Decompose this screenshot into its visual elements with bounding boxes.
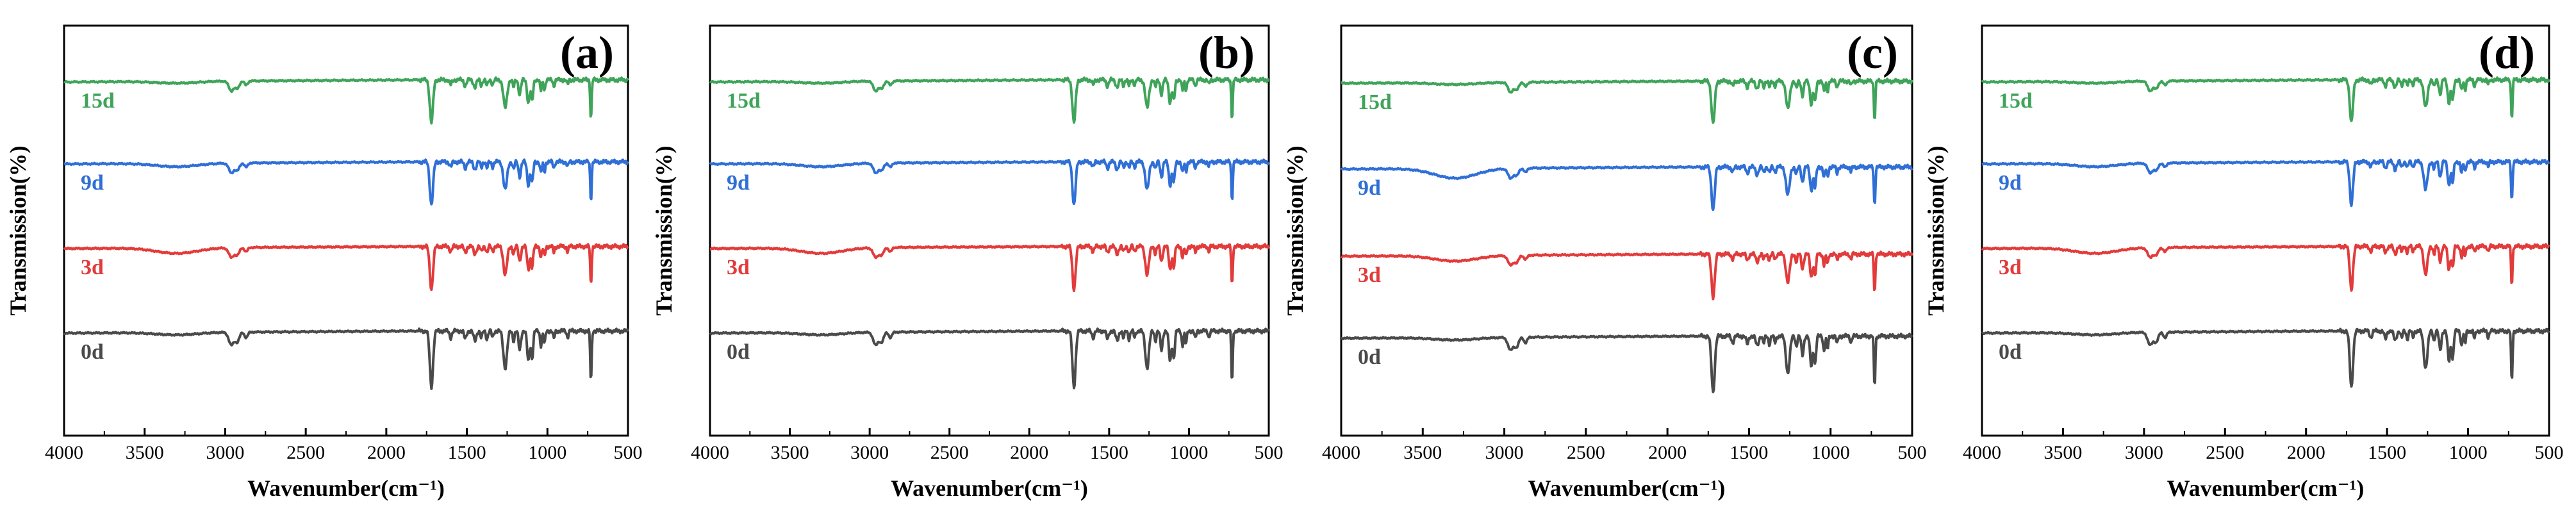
x-tick-label: 1500 [2368,442,2406,463]
series-label-15d: 15d [1999,89,2033,113]
x-tick-label: 1000 [528,442,566,463]
x-tick-label: 4000 [1963,442,2001,463]
panel-label: (d) [2479,27,2535,78]
panel-label: (b) [1198,27,1255,78]
series-line-15d [1981,76,2550,122]
series-label-3d: 3d [81,256,104,279]
x-tick-label: 1000 [1169,442,1208,463]
series-line-3d [709,243,1270,292]
series-line-15d [709,76,1269,124]
series-line-15d [63,76,629,125]
x-axis-title: Wavenumber(cm⁻¹) [247,475,445,501]
series-label-15d: 15d [1358,90,1392,114]
series-label-0d: 0d [727,340,750,364]
x-tick-label: 3000 [1485,442,1524,463]
x-tick-label: 500 [1255,442,1284,463]
series-line-0d [63,327,629,390]
x-tick-label: 3500 [126,442,164,463]
x-tick-label: 4000 [45,442,83,463]
x-tick-label: 1500 [448,442,486,463]
panel-label: (c) [1847,27,1898,78]
series-label-0d: 0d [1999,340,2022,364]
chart-panel-c: 4000 3500 3000 2500 2000 1500 1000 500 Wavenumbe… [1282,24,1927,501]
series-line-3d [1340,250,1913,300]
x-tick-label: 2000 [367,442,406,463]
y-axis-title: Transmission(%) [1923,145,1949,315]
x-tick-label: 2000 [2287,442,2325,463]
x-tick-label: 2500 [286,442,325,463]
series-label-9d: 9d [1999,171,2022,195]
x-tick-label: 3000 [206,442,244,463]
series-label-3d: 3d [1358,263,1381,287]
series-line-9d [1340,163,1913,211]
x-tick-label: 3000 [850,442,889,463]
series-line-9d [1981,158,2550,208]
series-label-0d: 0d [1358,345,1381,369]
x-tick-label: 3000 [2125,442,2163,463]
x-tick-label: 2500 [2206,442,2244,463]
series-label-3d: 3d [727,256,750,279]
x-tick-label: 1000 [2449,442,2488,463]
chart-panel-b: 4000 3500 3000 2500 2000 1500 1000 500 Wavenumbe… [651,24,1284,501]
x-tick-label: 1000 [1812,442,1850,463]
chart-panel-d: 4000 3500 3000 2500 2000 1500 1000 500 Wavenumbe… [1923,24,2564,501]
series-line-9d [63,158,629,206]
series-label-3d: 3d [1999,256,2022,279]
x-tick-label: 1500 [1730,442,1768,463]
series-line-0d [1981,327,2550,388]
x-tick-label: 2000 [1648,442,1687,463]
x-tick-label: 4000 [1322,442,1360,463]
series-label-15d: 15d [81,89,115,113]
x-tick-label: 2000 [1010,442,1048,463]
y-axis-title: Transmission(%) [5,145,31,315]
x-tick-label: 500 [1898,442,1927,463]
x-tick-label: 500 [2535,442,2564,463]
x-tick-label: 1500 [1090,442,1128,463]
x-tick-label: 500 [614,442,643,463]
y-axis-title: Transmission(%) [1282,145,1308,315]
series-line-0d [1341,332,1913,393]
series-line-15d [1341,78,1913,124]
series-label-9d: 9d [727,171,750,195]
x-axis-title: Wavenumber(cm⁻¹) [1528,475,1726,501]
series-line-3d [1981,243,2550,292]
series-label-9d: 9d [1358,176,1381,200]
chart-panel-a: 4000 3500 3000 2500 2000 1500 1000 500 Wavenumbe… [5,24,643,501]
series-line-9d [709,158,1270,206]
x-axis-title: Wavenumber(cm⁻¹) [891,475,1088,501]
x-axis-title: Wavenumber(cm⁻¹) [2167,475,2365,501]
x-tick-label: 3500 [2043,442,2082,463]
x-tick-label: 3500 [1403,442,1442,463]
y-axis-title: Transmission(%) [651,145,677,315]
panel-label: (a) [560,27,614,78]
x-tick-label: 2500 [930,442,969,463]
series-label-15d: 15d [727,89,761,113]
series-line-0d [709,327,1270,390]
x-tick-label: 2500 [1567,442,1605,463]
series-label-9d: 9d [81,171,104,195]
series-label-0d: 0d [81,340,104,364]
x-tick-label: 4000 [691,442,729,463]
series-line-3d [63,243,629,291]
x-tick-label: 3500 [771,442,809,463]
